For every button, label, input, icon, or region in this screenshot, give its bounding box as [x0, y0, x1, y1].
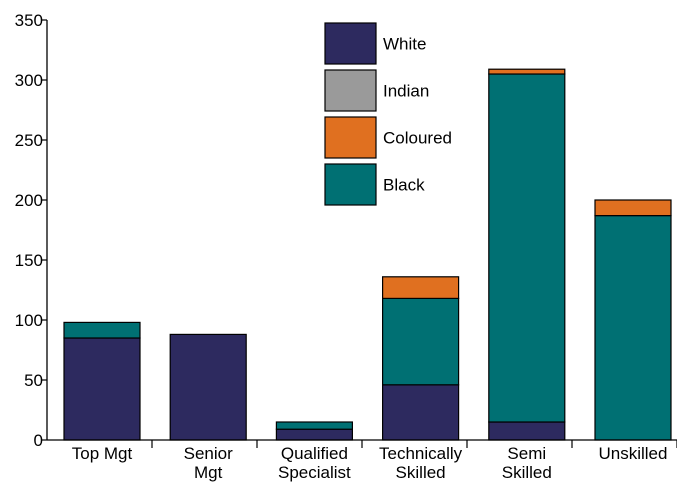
y-tick-label: 150 [15, 251, 43, 270]
legend-swatch-white [324, 22, 377, 65]
bar-unskilled-black [594, 215, 672, 441]
bar-top-mgt-black [63, 321, 141, 339]
bar-qualified-specialist-white [275, 428, 353, 441]
legend-label-black: Black [383, 176, 425, 195]
bar-semi-skilled-white [488, 421, 566, 441]
y-tick-label: 200 [15, 191, 43, 210]
x-tick-label-top-mgt: Top Mgt [72, 444, 133, 463]
bar-top-mgt-white [63, 337, 141, 441]
y-tick-label: 250 [15, 131, 43, 150]
y-tick-label: 50 [24, 371, 43, 390]
x-tick-label-unskilled: Unskilled [599, 444, 668, 463]
legend: White Indian Coloured Black [324, 22, 452, 206]
x-tick-label-qualified-specialist: Qualified Specialist [278, 444, 351, 482]
y-tick-label: 350 [15, 11, 43, 30]
y-tick-label: 300 [15, 71, 43, 90]
legend-label-white: White [383, 35, 426, 54]
bar-technically-skilled-black [382, 297, 460, 386]
legend-label-indian: Indian [383, 82, 429, 101]
bars [63, 68, 672, 441]
y-tick-label: 0 [34, 431, 43, 450]
legend-swatch-indian [324, 69, 377, 112]
bar-semi-skilled-coloured [488, 68, 566, 75]
x-tick-label-semi-skilled: Semi Skilled [502, 444, 552, 482]
bar-technically-skilled-coloured [382, 276, 460, 299]
bar-unskilled-coloured [594, 199, 672, 217]
bar-qualified-specialist-black [275, 421, 353, 430]
legend-label-coloured: Coloured [383, 129, 452, 148]
axes: Top Mgt Senior Mgt Qualified Specialist Techn… [15, 11, 677, 482]
legend-swatch-black [324, 163, 377, 206]
y-tick-label: 100 [15, 311, 43, 330]
x-tick-label-senior-mgt: Senior Mgt [184, 444, 233, 482]
x-tick-label-technically-skilled: Technically Skilled [379, 444, 463, 482]
legend-swatch-coloured [324, 116, 377, 159]
bar-senior-mgt-white [169, 333, 247, 441]
bar-semi-skilled-black [488, 73, 566, 423]
bar-technically-skilled-white [382, 384, 460, 441]
